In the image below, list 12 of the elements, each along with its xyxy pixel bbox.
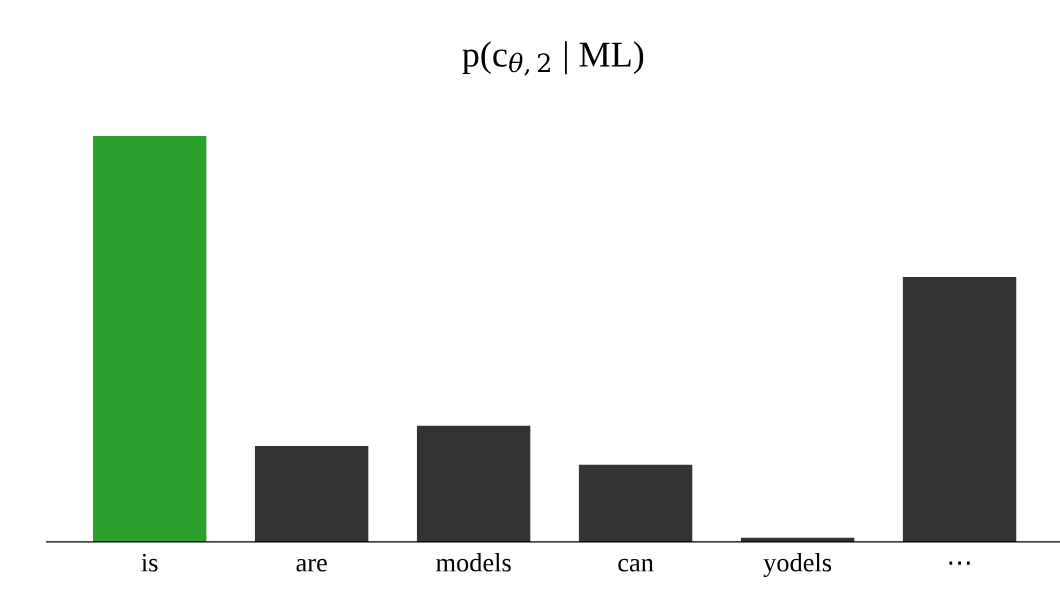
bar [902,276,1017,542]
x-tick-label: are [296,558,327,572]
chart-title: p(c$_{θ,2}$ | ML) [462,41,644,76]
bar [92,136,207,542]
x-tick-label: models [436,552,511,572]
bar [578,464,693,542]
bar [254,446,369,542]
x-tick-label: ⋯ [949,561,970,565]
x-tick-label: can [618,558,654,572]
x-tick-label: yodels [763,552,832,577]
bar [416,425,531,542]
x-tick-label: is [141,553,158,572]
